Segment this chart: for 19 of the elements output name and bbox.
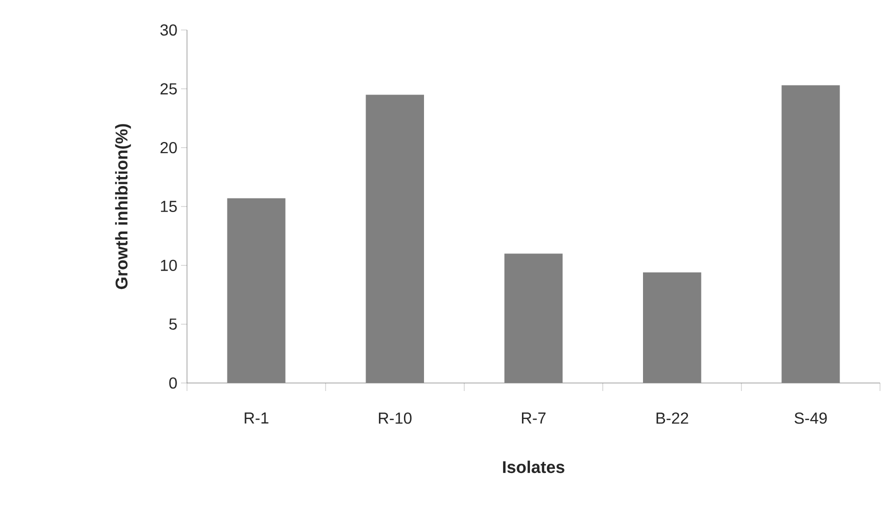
bar: [643, 272, 702, 383]
x-axis-title: Isolates: [503, 460, 564, 474]
x-tick-label: S-49: [794, 412, 827, 424]
y-tick-label: 30: [160, 24, 177, 36]
y-tick-label: 25: [160, 83, 177, 94]
bar: [504, 254, 563, 383]
bar: [366, 94, 424, 383]
y-tick-label: 10: [160, 260, 177, 271]
x-tick-label: B-22: [656, 412, 688, 424]
bar: [227, 198, 286, 383]
y-tick-label: 0: [169, 377, 177, 389]
x-tick-label: R-10: [378, 412, 412, 424]
bar: [782, 85, 840, 383]
y-tick-label: 15: [160, 200, 177, 212]
y-tick-label: 20: [160, 142, 177, 154]
x-tick-label: R-1: [244, 412, 268, 424]
y-tick-label: 5: [169, 318, 177, 330]
x-tick-label: R-7: [522, 412, 546, 424]
y-axis-title: Growth inhibition(%): [115, 124, 131, 290]
